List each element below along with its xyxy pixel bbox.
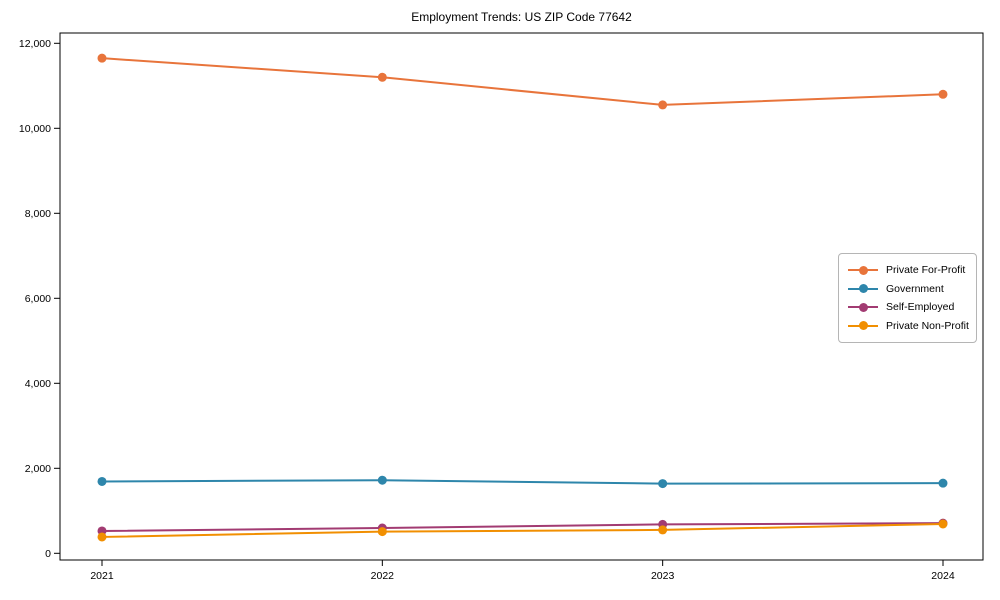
legend-item-private-non-profit: Private Non-Profit [848, 319, 969, 332]
series-line-private-for-profit [101, 57, 944, 106]
data-point-private-for-profit [938, 89, 948, 99]
legend-item-government: Government [848, 283, 967, 295]
x-axis-tick-label: 2024 [931, 570, 955, 582]
data-point-private-for-profit [658, 100, 668, 110]
y-axis-tick-label: 0 [45, 548, 51, 560]
data-point-private-non-profit [938, 519, 948, 529]
data-point-private-non-profit [377, 527, 387, 537]
plot-border [59, 32, 984, 561]
legend-dot-sample [858, 265, 868, 275]
legend-dot-sample [858, 302, 868, 312]
legend-label: Self-Employed [886, 301, 955, 314]
y-axis-tick-label: 10,000 [19, 123, 51, 135]
legend-item-self-employed: Self-Employed [848, 301, 967, 313]
y-axis-tick-label: 12,000 [19, 38, 51, 50]
legend-marker-icon [848, 284, 878, 294]
data-point-private-non-profit [658, 525, 668, 535]
data-point-private-for-profit [377, 72, 387, 82]
legend-label: Private Non-Profit [886, 319, 969, 332]
legend-marker-icon [848, 265, 878, 275]
data-point-government [377, 475, 387, 485]
chart-title: Employment Trends: US ZIP Code 77642 [411, 10, 632, 24]
data-point-government [658, 479, 668, 489]
y-axis-tick-label: 8,000 [25, 208, 51, 220]
legend-dot-sample [858, 284, 868, 294]
legend-marker-icon [848, 302, 878, 312]
legend-dot-sample [858, 321, 868, 331]
series-line-private-non-profit [101, 522, 944, 538]
chart-legend: Private For-Profit Government Self-Employe… [838, 253, 977, 343]
series-line-self-employed [101, 522, 943, 532]
data-point-private-non-profit [97, 532, 107, 542]
legend-item-private-for-profit: Private For-Profit [848, 264, 967, 276]
series-line-government [101, 479, 943, 485]
data-point-private-for-profit [97, 53, 107, 63]
y-axis-tick-label: 4,000 [25, 378, 51, 390]
x-axis-tick-label: 2021 [90, 570, 114, 582]
x-axis-tick-label: 2023 [651, 570, 675, 582]
x-axis-tick-label: 2022 [371, 570, 395, 582]
y-axis-tick-label: 2,000 [25, 463, 51, 475]
legend-marker-icon [848, 321, 878, 331]
data-point-government [97, 476, 107, 486]
data-point-government [938, 478, 948, 488]
legend-label: Government [886, 282, 944, 295]
y-axis-tick-label: 6,000 [25, 293, 51, 305]
legend-label: Private For-Profit [886, 264, 966, 277]
